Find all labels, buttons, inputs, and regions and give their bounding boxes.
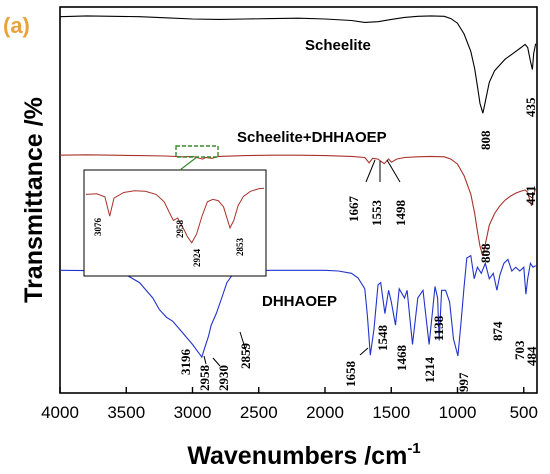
peak-label: 441	[523, 186, 538, 206]
x-axis-ticks: 4000 3500 3000 2500 2000 1500 1000 500	[41, 387, 538, 422]
inset-peak-label: 2853	[235, 238, 245, 257]
peak-arrow	[212, 357, 221, 367]
peak-arrow	[239, 331, 247, 352]
inset-series-line	[85, 187, 265, 244]
series-line-dhhaoep	[59, 254, 536, 359]
peak-label: 1667	[346, 196, 361, 223]
x-axis-label-superscript: -1	[407, 440, 420, 457]
y-axis-label: Transmittance /%	[20, 97, 48, 303]
inset-peak-label: 2924	[192, 249, 202, 268]
peak-label: 703	[512, 340, 527, 360]
x-tick-label: 4000	[41, 403, 79, 422]
peak-arrow	[203, 355, 207, 365]
x-tick-label: 1000	[439, 403, 477, 422]
inset-selection-box	[175, 145, 219, 158]
inset-peak-label: 3076	[93, 218, 103, 237]
x-tick-label: 3000	[174, 403, 212, 422]
inset-frame	[83, 169, 267, 277]
x-tick-label: 500	[510, 403, 538, 422]
series-label-scheelite-dhhaoep: Scheelite+DHHAOEP	[237, 129, 387, 146]
inset-connector-line	[179, 156, 198, 171]
peak-label: 1553	[369, 200, 384, 227]
peak-label: 1214	[422, 357, 437, 384]
panel-label: (a)	[3, 13, 30, 38]
peak-label: 3196	[178, 349, 193, 376]
x-tick-label: 1500	[372, 403, 410, 422]
series-label-dhhaoep: DHHAOEP	[262, 293, 337, 310]
peak-label: 2930	[216, 365, 231, 391]
peak-arrow	[359, 347, 369, 356]
peak-label: 1548	[375, 325, 390, 352]
peak-label: 484	[524, 346, 539, 366]
series-line-scheelite-dhhaoep	[59, 154, 537, 257]
peak-label: 2958	[197, 365, 212, 392]
peak-label: 1658	[343, 361, 358, 388]
peak-label: 1468	[394, 345, 409, 372]
x-axis-label: Wavenumbers /cm-1	[187, 440, 420, 470]
series-line-scheelite	[59, 15, 537, 114]
x-tick-label: 2500	[240, 403, 278, 422]
peak-label: 1498	[393, 200, 408, 227]
series-label-scheelite: Scheelite	[305, 37, 371, 54]
peak-label: 997	[456, 372, 471, 392]
peak-label: 808	[478, 130, 493, 150]
x-tick-label: 2000	[306, 403, 344, 422]
peak-label: 808	[478, 243, 493, 263]
peak-label: 874	[490, 321, 505, 341]
inset-panel: 3076 2958 2924 2853	[83, 169, 267, 277]
peak-label: 435	[523, 97, 538, 117]
x-tick-label: 3500	[107, 403, 145, 422]
peak-label: 2859	[238, 343, 253, 370]
x-axis-label-main: Wavenumbers /cm	[187, 442, 407, 470]
peak-arrow	[386, 159, 401, 183]
plot-frame	[59, 6, 538, 394]
peak-label: 1138	[431, 315, 446, 341]
inset-peak-label: 2958	[175, 220, 185, 239]
peak-arrow	[365, 159, 376, 183]
